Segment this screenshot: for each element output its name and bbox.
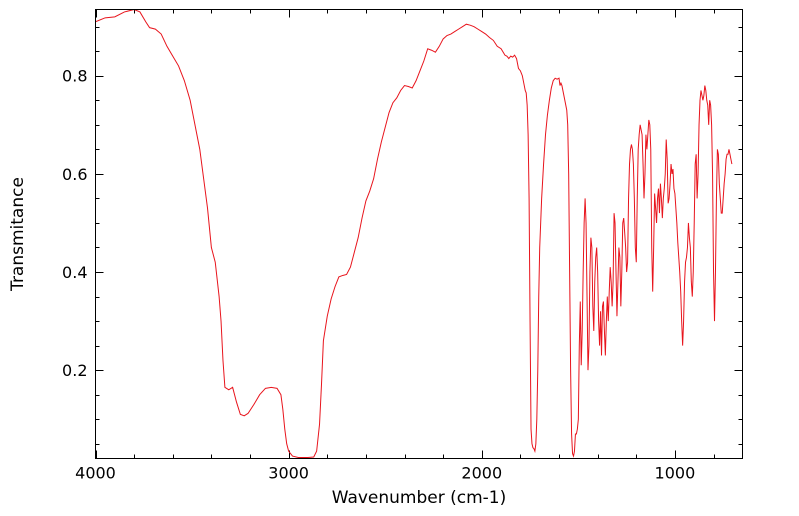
y-axis-title: Transmitance	[8, 177, 28, 292]
y-tick-label: 0.8	[62, 67, 87, 86]
x-tick-label: 1000	[655, 464, 696, 483]
y-tick-label: 0.2	[62, 361, 87, 380]
x-axis-title: Wavenumber (cm-1)	[332, 488, 507, 508]
plot-frame	[95, 9, 743, 459]
x-tick-label: 3000	[268, 464, 309, 483]
x-tick-label: 4000	[75, 464, 116, 483]
tick-labels: 4000 3000 2000 1000 0.2 0.4 0.6 0.8	[62, 67, 695, 483]
x-tick-label: 2000	[461, 464, 502, 483]
series-line-ir-spectrum	[95, 8, 733, 459]
axis-ticks	[95, 9, 743, 459]
y-tick-label: 0.6	[62, 165, 87, 184]
y-tick-label: 0.4	[62, 263, 87, 282]
